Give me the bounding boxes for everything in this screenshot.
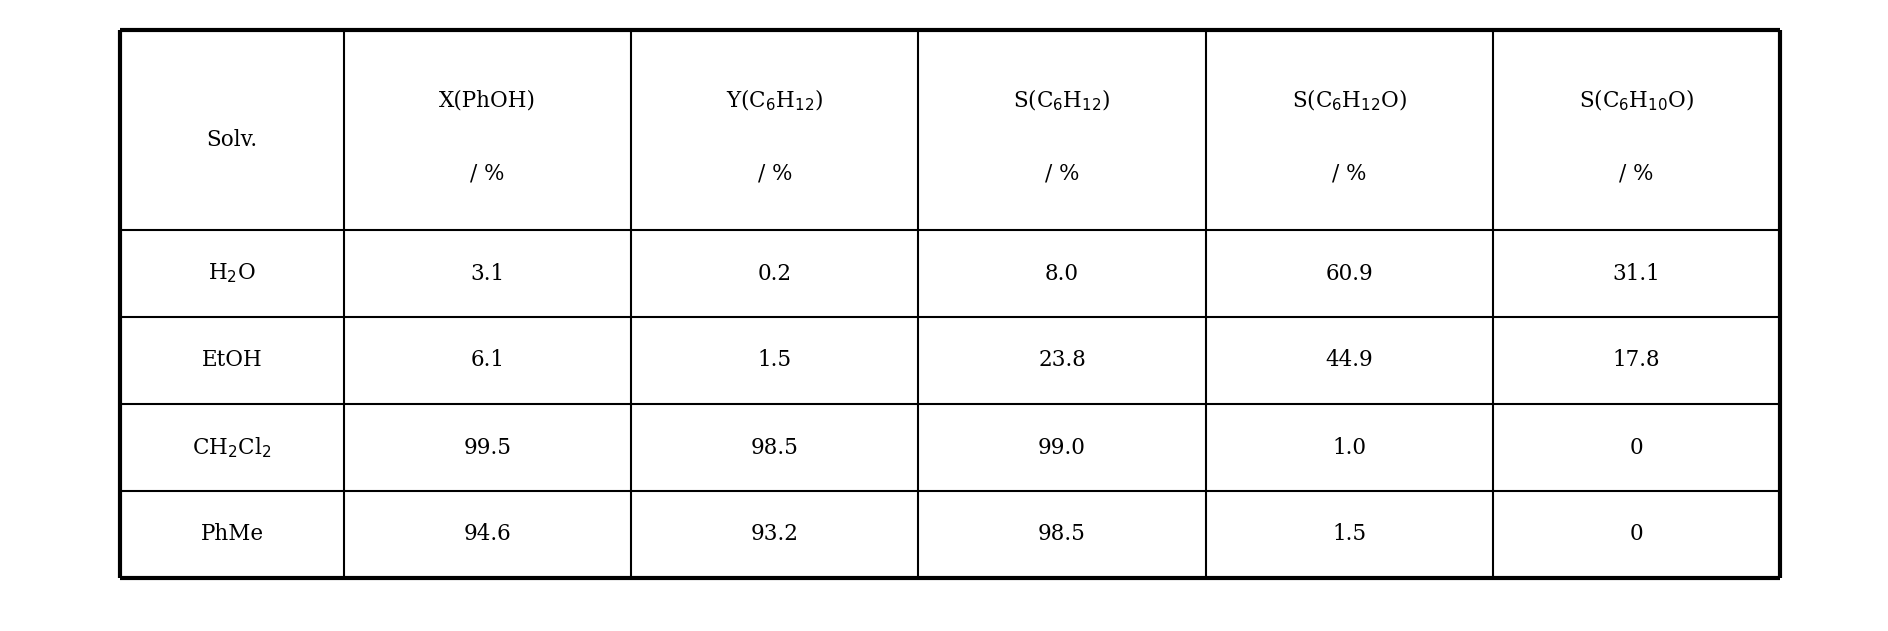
Text: S(C$_6$H$_{10}$O): S(C$_6$H$_{10}$O) <box>1578 88 1694 112</box>
Text: S(C$_6$H$_{12}$O): S(C$_6$H$_{12}$O) <box>1291 88 1407 112</box>
Text: 93.2: 93.2 <box>751 524 799 546</box>
Text: H$_2$O: H$_2$O <box>208 262 257 285</box>
Text: 8.0: 8.0 <box>1046 262 1080 285</box>
Text: / %: / % <box>1331 163 1367 185</box>
Text: 94.6: 94.6 <box>464 524 512 546</box>
Text: 0: 0 <box>1629 524 1643 546</box>
Text: 99.0: 99.0 <box>1038 437 1086 459</box>
Text: 1.0: 1.0 <box>1333 437 1367 459</box>
Text: Solv.: Solv. <box>206 129 257 151</box>
Text: PhMe: PhMe <box>200 524 264 546</box>
Text: 44.9: 44.9 <box>1325 350 1373 372</box>
Text: CH$_2$Cl$_2$: CH$_2$Cl$_2$ <box>193 435 272 460</box>
Text: / %: / % <box>1620 163 1654 185</box>
Text: 17.8: 17.8 <box>1612 350 1660 372</box>
Text: 0.2: 0.2 <box>757 262 791 285</box>
Text: 1.5: 1.5 <box>1333 524 1367 546</box>
Text: 1.5: 1.5 <box>757 350 791 372</box>
Text: 98.5: 98.5 <box>1038 524 1086 546</box>
Text: 3.1: 3.1 <box>470 262 504 285</box>
Text: X(PhOH): X(PhOH) <box>440 89 536 111</box>
Text: / %: / % <box>1044 163 1080 185</box>
Text: S(C$_6$H$_{12}$): S(C$_6$H$_{12}$) <box>1014 88 1110 112</box>
Text: / %: / % <box>757 163 793 185</box>
Text: 0: 0 <box>1629 437 1643 459</box>
Text: Y(C$_6$H$_{12}$): Y(C$_6$H$_{12}$) <box>727 88 823 112</box>
Text: 31.1: 31.1 <box>1612 262 1660 285</box>
Text: 60.9: 60.9 <box>1325 262 1373 285</box>
Text: 6.1: 6.1 <box>470 350 504 372</box>
Text: / %: / % <box>470 163 504 185</box>
Text: 98.5: 98.5 <box>751 437 799 459</box>
Text: EtOH: EtOH <box>202 350 262 372</box>
Text: 99.5: 99.5 <box>464 437 512 459</box>
Text: 23.8: 23.8 <box>1038 350 1086 372</box>
